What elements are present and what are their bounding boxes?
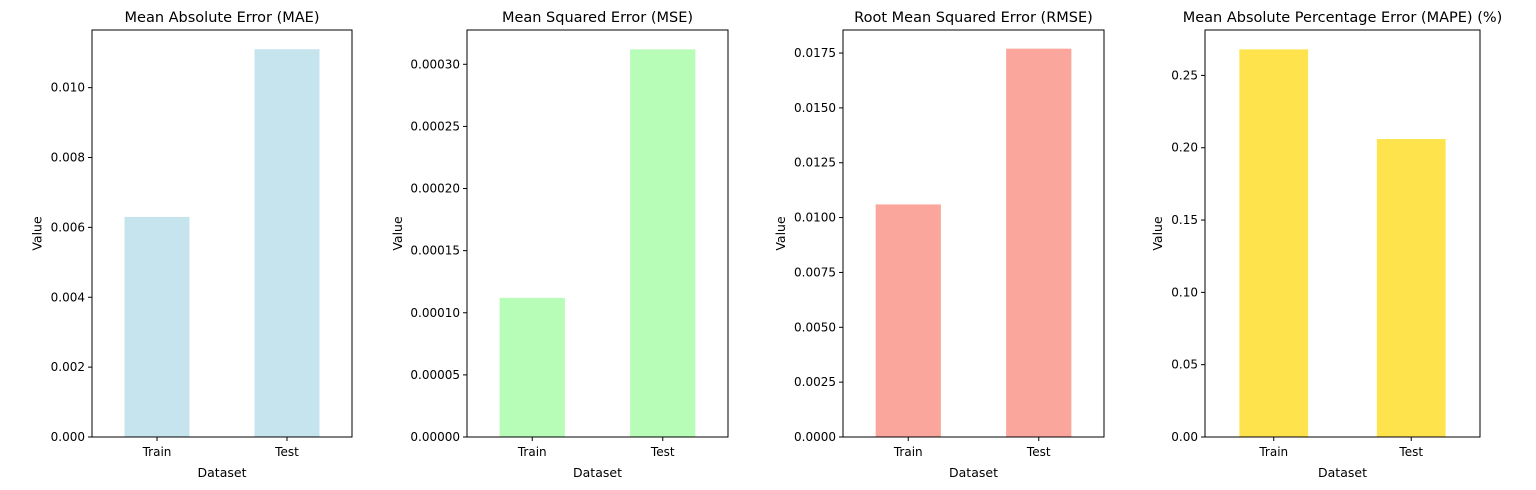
mape-xtick-label: Train [1258,445,1288,459]
mae-ytick-label: 0.000 [51,430,85,444]
mape-xlabel: Dataset [1318,465,1367,480]
mse-ytick-label: 0.00030 [410,57,460,71]
rmse-bar-test [1006,48,1072,437]
mse-bar-test [630,49,696,437]
mape-panel: 0.00 0.05 0.10 0.15 0.20 0.25 Train Test Mean Ab… [1150,10,1502,480]
mape-bar-train [1239,49,1309,437]
rmse-ytick-label: 0.0025 [794,375,836,389]
rmse-axes-frame [842,29,1105,438]
mae-panel: 0.000 0.002 0.004 0.006 0.008 0.010 Train Test M… [30,10,353,480]
rmse-ytick-label: 0.0125 [794,156,836,170]
mse-xtick-label: Train [517,445,547,459]
mae-ylabel: Value [30,216,45,251]
mape-ytick-label: 0.15 [1171,213,1198,227]
mape-ytick-label: 0.05 [1171,358,1198,372]
mape-ytick-label: 0.00 [1171,430,1198,444]
rmse-title: Root Mean Squared Error (RMSE) [854,10,1093,26]
mape-ytick-label: 0.25 [1171,68,1198,82]
mse-bar-train [499,297,565,437]
rmse-xlabel: Dataset [949,465,998,480]
rmse-ytick-label: 0.0150 [794,101,836,115]
mse-panel: 0.00000 0.00005 0.00010 0.00015 0.00020 0.000… [390,10,729,480]
rmse-panel: 0.0000 0.0025 0.0050 0.0075 0.0100 0.0125 0.01… [773,10,1105,480]
mse-ytick-label: 0.00000 [410,430,460,444]
mape-ylabel: Value [1150,216,1165,251]
mae-xlabel: Dataset [198,465,247,480]
mape-ytick-label: 0.20 [1171,141,1198,155]
mape-ytick-label: 0.10 [1171,285,1198,299]
mae-bar-train [124,216,190,437]
mae-axes-frame [91,29,353,438]
rmse-ytick-label: 0.0175 [794,46,836,60]
mae-xtick-label: Test [274,445,299,459]
mse-ytick-label: 0.00025 [410,119,460,133]
mape-axes-frame [1204,29,1481,438]
mape-title: Mean Absolute Percentage Error (MAPE) (%… [1183,10,1503,26]
mae-ytick-label: 0.004 [51,290,85,304]
rmse-ytick-label: 0.0050 [794,320,836,334]
rmse-ytick-label: 0.0075 [794,265,836,279]
mape-xtick-label: Test [1398,445,1423,459]
mse-ylabel: Value [390,216,405,251]
mse-ytick-label: 0.00005 [410,368,460,382]
mae-ytick-label: 0.008 [51,151,85,165]
rmse-ytick-label: 0.0100 [794,211,836,225]
rmse-xtick-label: Train [893,445,923,459]
rmse-ytick-label: 0.0000 [794,430,836,444]
mse-ytick-label: 0.00010 [410,306,460,320]
mae-ytick-label: 0.002 [51,360,85,374]
mae-xtick-label: Train [142,445,172,459]
rmse-ylabel: Value [773,216,788,251]
mse-title: Mean Squared Error (MSE) [502,10,693,26]
mse-xtick-label: Test [650,445,675,459]
mae-ytick-label: 0.006 [51,220,85,234]
mse-ytick-label: 0.00015 [410,244,460,258]
mse-axes-frame [466,29,729,438]
mae-title: Mean Absolute Error (MAE) [125,10,320,26]
mae-ytick-label: 0.010 [51,81,85,95]
mse-xlabel: Dataset [573,465,622,480]
rmse-xtick-label: Test [1026,445,1051,459]
rmse-bar-train [875,204,941,437]
mape-bar-test [1376,139,1446,437]
mae-bar-test [254,49,320,437]
mse-ytick-label: 0.00020 [410,182,460,196]
